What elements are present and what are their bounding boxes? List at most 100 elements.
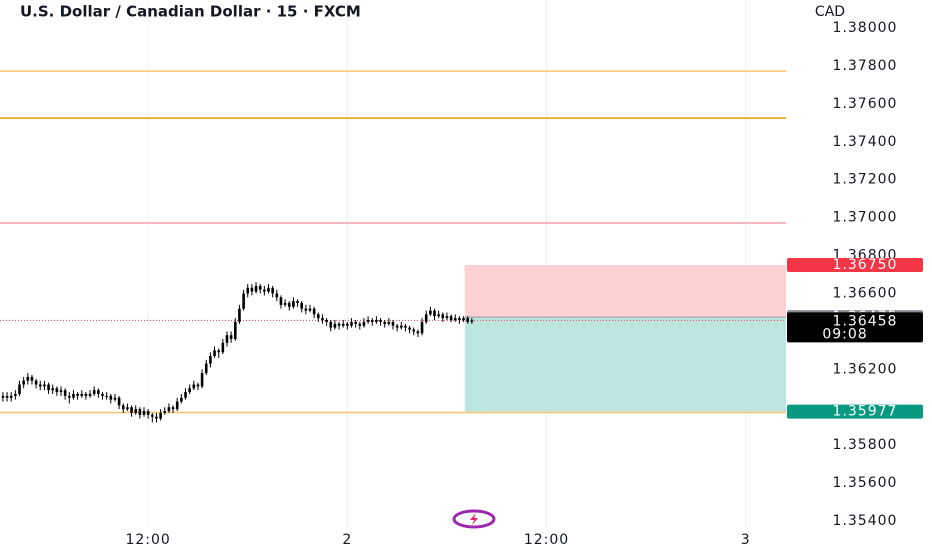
candle-body — [167, 407, 171, 412]
candle-body — [387, 321, 391, 324]
candle-body — [159, 412, 162, 419]
y-tick-label: 1.38000 — [833, 20, 898, 36]
candle-body — [337, 323, 341, 326]
x-tick-label: 12:00 — [524, 532, 569, 548]
logo — [452, 509, 496, 529]
candle-body — [138, 409, 142, 415]
y-tick-label: 1.36200 — [833, 361, 898, 377]
y-tick-label: 1.37000 — [833, 210, 898, 226]
candle-body — [200, 373, 204, 387]
candle-body — [304, 308, 308, 311]
candle-body — [258, 285, 262, 290]
candle-body — [292, 301, 295, 307]
y-tick-label: 1.35800 — [833, 437, 898, 453]
candle-body — [63, 390, 67, 396]
candle-body — [55, 388, 59, 393]
candle-body — [126, 407, 129, 410]
candle-body — [196, 384, 200, 387]
candle-body — [180, 397, 183, 402]
candle-body — [184, 392, 187, 398]
candle-body — [30, 376, 34, 381]
candle-body — [341, 323, 345, 326]
candle-body — [34, 380, 38, 385]
candle-body — [458, 318, 461, 321]
candle-body — [155, 416, 158, 419]
candle-body — [395, 325, 399, 328]
candle-body — [80, 393, 84, 396]
candle-body — [437, 314, 440, 317]
candle-body — [350, 321, 353, 326]
candle-body — [449, 316, 453, 321]
chart-title: U.S. Dollar / Canadian Dollar · 15 · FXC… — [20, 3, 361, 21]
candle-body — [146, 411, 150, 415]
candle-body — [246, 287, 250, 294]
candle-body — [92, 390, 96, 394]
candle-body — [412, 329, 416, 332]
candle-body — [300, 302, 304, 309]
x-tick-label: 12:00 — [125, 532, 170, 548]
price-badge — [787, 404, 923, 419]
candle-body — [22, 380, 25, 385]
candle-body — [234, 321, 237, 339]
candle-body — [238, 308, 241, 322]
candle-body — [209, 356, 212, 364]
candle-body — [271, 287, 274, 294]
candle-body — [1, 395, 5, 398]
candle-body — [453, 318, 457, 321]
y-tick-label: 1.35600 — [833, 475, 898, 491]
candle-body — [117, 397, 121, 406]
candle-body — [47, 384, 50, 391]
candle-body — [317, 314, 320, 319]
countdown-label: 09:08 — [822, 326, 867, 342]
candle-body — [287, 302, 291, 307]
candle-body — [321, 318, 324, 321]
candle-body — [370, 320, 374, 322]
candle-body — [5, 395, 9, 398]
candle-body — [26, 376, 30, 381]
candle-body — [38, 384, 42, 387]
candle-body — [59, 390, 63, 393]
candle-body — [296, 301, 299, 303]
currency-label: CAD — [815, 4, 845, 20]
candle-body — [204, 363, 208, 374]
candle-body — [250, 287, 254, 292]
candle-body — [433, 310, 436, 317]
candle-body — [283, 302, 287, 305]
candle-body — [221, 342, 225, 353]
candle-body — [68, 395, 71, 398]
candle-body — [14, 393, 17, 396]
candle-body — [76, 393, 79, 396]
candle-body — [366, 320, 370, 322]
candle-body — [229, 335, 233, 339]
candle-body — [470, 320, 474, 322]
candle-body — [466, 318, 469, 322]
candle-body — [354, 321, 357, 324]
candle-body — [441, 314, 445, 319]
candle-body — [404, 325, 407, 328]
y-tick-label: 1.37600 — [833, 96, 898, 112]
price-badge-label: 1.35977 — [833, 404, 898, 420]
candle-body — [151, 414, 154, 417]
candle-body — [163, 411, 167, 413]
candle-body — [51, 388, 55, 391]
candle-body — [97, 390, 100, 394]
candle-body — [192, 384, 196, 389]
candle-body — [188, 388, 191, 393]
candle-body — [375, 320, 378, 322]
y-tick-label: 1.37800 — [833, 58, 898, 74]
candle-body — [109, 395, 113, 400]
candle-body — [279, 297, 283, 305]
candle-body — [171, 407, 175, 410]
candle-body — [142, 411, 146, 415]
candle-body — [362, 321, 366, 326]
logo-bolt — [470, 513, 478, 525]
candle-body — [329, 321, 333, 328]
candle-body — [312, 308, 316, 315]
price-badge-label: 1.36750 — [833, 257, 898, 273]
price-badge — [787, 258, 923, 273]
candle-body — [130, 407, 133, 413]
y-tick-label: 1.35400 — [833, 513, 898, 529]
candle-body — [9, 395, 13, 398]
candle-body — [346, 323, 349, 326]
candle-body — [88, 393, 92, 396]
